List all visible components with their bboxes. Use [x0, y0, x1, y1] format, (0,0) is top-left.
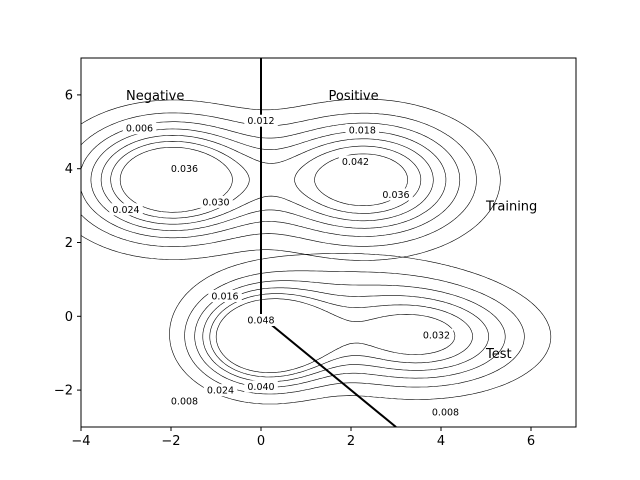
training-contour-label: 0.024: [112, 205, 139, 216]
y-axis: −2 0 2 4 6: [54, 88, 81, 399]
test-contour-0.048: [215, 298, 456, 373]
training-contour-0.024: [90, 128, 447, 231]
training-contour-label-bg: [199, 195, 233, 208]
annotation-negative: Negative: [126, 89, 184, 104]
training-contour-label-bg: [167, 162, 202, 175]
training-contour-0.012: [81, 112, 477, 247]
test-contour-label: 0.048: [247, 316, 274, 327]
training-contour-label: 0.006: [126, 124, 153, 135]
training-contour-0.036: [110, 141, 422, 219]
training-contour-label-bg: [338, 155, 373, 168]
test-contour-0.008: [169, 253, 552, 405]
annotation-positive: Positive: [329, 89, 379, 104]
x-tick-label: 0: [257, 434, 265, 449]
training-contour-label: 0.012: [247, 116, 274, 127]
y-tick-label: 2: [65, 236, 73, 251]
test-contour-label: 0.040: [247, 382, 274, 393]
test-contour-0.016: [184, 270, 525, 395]
training-contour-0.006: [81, 98, 501, 261]
x-tick-label: 4: [437, 434, 445, 449]
y-tick-label: −2: [54, 384, 73, 399]
annotations: Negative Positive Training Test: [126, 89, 537, 362]
test-contour-label-bg: [203, 384, 238, 397]
test-contour-label-bg: [167, 395, 202, 408]
contour-labels: 0.006 0.012 0.018 0.036 0.042 0.036 0.024 0.030…: [109, 114, 463, 419]
x-tick-label: −2: [161, 434, 180, 449]
test-contour-label-bg: [208, 290, 242, 302]
x-tick-label: −4: [71, 434, 90, 449]
training-contour-label: 0.018: [349, 126, 376, 137]
training-contour-0.018: [81, 121, 461, 239]
training-contour-label-bg: [122, 122, 157, 135]
contour-lines: [81, 98, 552, 405]
test-contour-label-bg: [419, 328, 454, 341]
training-contour-label-bg: [345, 124, 379, 136]
training-contour-label: 0.036: [382, 190, 409, 201]
annotation-test: Test: [485, 347, 512, 362]
training-contour-label: 0.042: [342, 157, 369, 168]
test-contour-label-bg: [244, 380, 278, 393]
test-contour-label-bg: [244, 314, 278, 326]
test-contour-label: 0.024: [207, 386, 234, 397]
test-contour-label: 0.008: [171, 397, 198, 408]
x-tick-label: 2: [347, 434, 355, 449]
training-contour-0.03: [100, 135, 434, 225]
training-contour-label-bg: [109, 203, 143, 216]
test-contour-label-bg: [428, 406, 463, 419]
x-axis: −4 −2 0 2 4 6: [71, 427, 535, 449]
test-contour-0.04: [209, 293, 473, 378]
training-contour-label-bg: [244, 114, 278, 127]
y-tick-label: 6: [65, 88, 73, 103]
training-contour-label: 0.036: [171, 164, 198, 175]
test-contour-label: 0.032: [423, 330, 450, 341]
x-tick-label: 6: [527, 434, 535, 449]
training-contour-label-bg: [379, 188, 413, 201]
test-contour-label: 0.016: [211, 292, 238, 303]
y-tick-label: 0: [65, 310, 73, 325]
annotation-training: Training: [485, 200, 537, 215]
training-contour-label: 0.030: [202, 197, 229, 208]
y-tick-label: 4: [65, 162, 73, 177]
test-contour-label: 0.008: [432, 408, 459, 419]
